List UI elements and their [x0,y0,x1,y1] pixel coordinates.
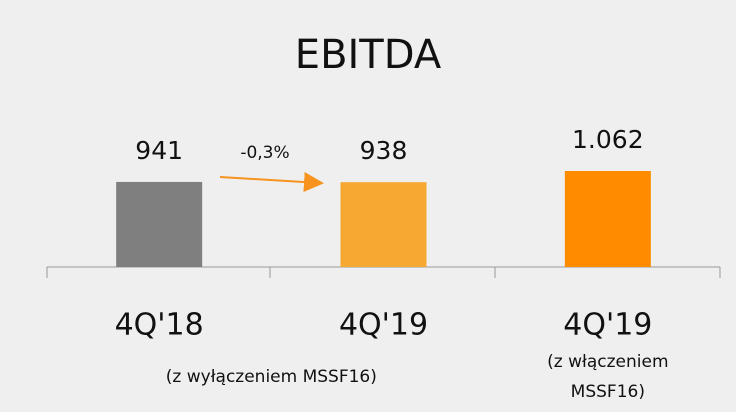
chart-title: EBITDA [295,32,442,78]
value-label: 941 [135,136,183,165]
category-note: (z włączeniem MSSF16) [547,352,669,402]
change-arrow [219,172,324,193]
value-label: 1.062 [572,125,644,154]
bar [116,181,203,267]
x-tick-label: 4Q'18 [115,308,204,343]
bar [340,182,427,267]
category-note: (z wyłączeniem MSSF16) [165,367,377,387]
x-tick-label: 4Q'19 [563,308,652,343]
change-annotation: -0,3% [240,143,289,163]
bar [564,171,651,267]
x-tick-label: 4Q'19 [339,308,428,343]
value-label: 938 [360,136,408,165]
